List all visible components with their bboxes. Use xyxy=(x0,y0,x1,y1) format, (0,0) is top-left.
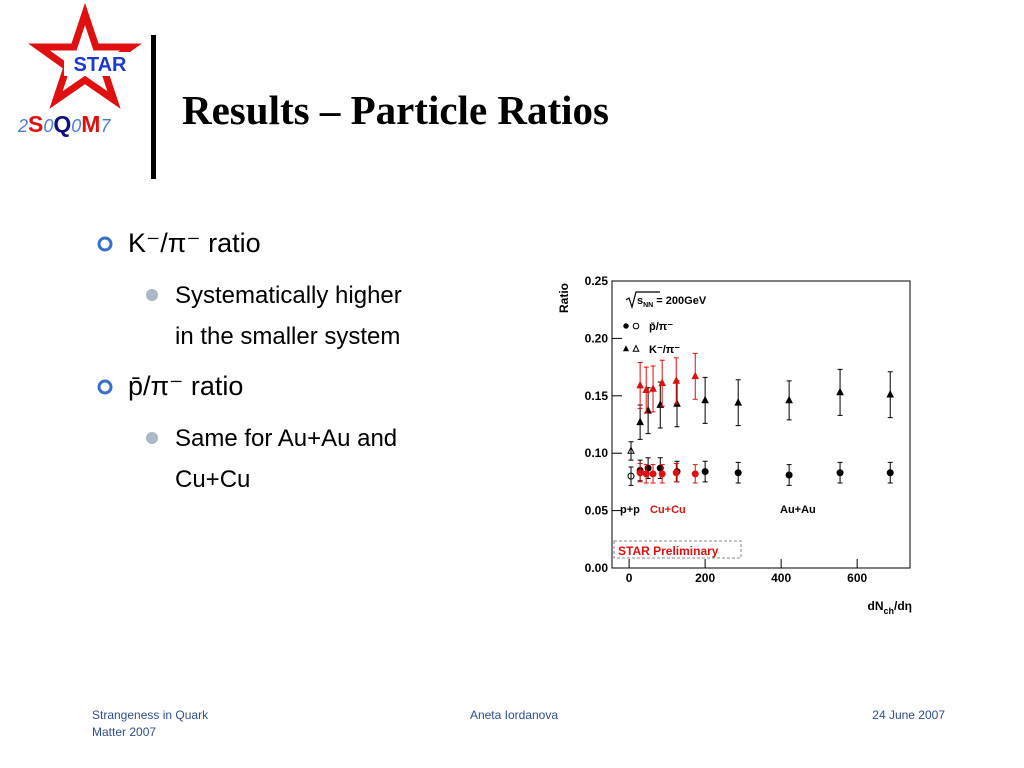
legend-symbol xyxy=(622,345,630,352)
bullet-marker xyxy=(97,236,113,252)
data-point xyxy=(691,470,699,478)
bullet-marker xyxy=(97,379,113,395)
energy-label: sNN = 200GeV xyxy=(637,295,707,309)
data-point xyxy=(658,378,666,387)
data-point xyxy=(701,395,709,404)
logo-badge: STAR xyxy=(74,54,128,76)
x-axis-label: dNch/dη xyxy=(867,599,912,616)
x-tick-label: 200 xyxy=(695,571,715,585)
system-label: Cu+Cu xyxy=(650,504,686,516)
y-tick-label: 0.20 xyxy=(585,331,609,345)
y-axis-label: Ratio xyxy=(557,283,571,313)
data-point xyxy=(734,397,743,406)
data-point xyxy=(672,469,680,477)
data-point xyxy=(836,387,844,396)
sub-bullet-marker xyxy=(146,289,158,301)
logo-letter: 0 xyxy=(71,116,81,136)
data-point xyxy=(658,470,666,478)
y-tick-label: 0.10 xyxy=(585,446,609,460)
slide-title: Results – Particle Ratios xyxy=(182,87,609,133)
logo-letter: Q xyxy=(53,111,71,137)
sub-bullet-text: in the smaller system xyxy=(175,323,400,350)
logo-star xyxy=(28,2,142,109)
x-label-main: dN xyxy=(867,599,883,613)
logo-letter: 7 xyxy=(100,116,111,136)
bullet-list: K⁻/π⁻ ratio Systematically higher in the s… xyxy=(97,228,402,493)
x-tick-label: 400 xyxy=(771,571,791,585)
data-point xyxy=(627,472,635,480)
data-point xyxy=(836,469,844,477)
sub-bullet-text: Cu+Cu xyxy=(175,466,250,493)
title-divider xyxy=(151,35,156,179)
footer-left: Matter 2007 xyxy=(92,725,156,739)
energy-root: s xyxy=(637,295,643,307)
data-point xyxy=(649,470,657,478)
logo-letter: M xyxy=(81,111,100,137)
legend-symbol xyxy=(632,322,640,330)
data-point xyxy=(691,371,700,380)
data-point xyxy=(642,385,651,393)
data-point xyxy=(886,389,895,398)
legend-symbol xyxy=(632,344,640,352)
data-point xyxy=(649,384,657,392)
logo-letter: S xyxy=(28,111,43,137)
data-point xyxy=(785,395,793,404)
data-point xyxy=(636,417,644,426)
x-tick-label: 600 xyxy=(847,571,867,585)
data-point xyxy=(627,446,635,454)
y-tick-label: 0.00 xyxy=(585,561,609,575)
logo-badge-bg xyxy=(64,52,136,76)
system-label: Au+Au xyxy=(780,504,816,516)
data-point xyxy=(636,380,644,389)
data-point xyxy=(636,469,644,477)
legend-label: K⁻/π⁻ xyxy=(649,344,680,356)
plot-frame xyxy=(611,280,911,569)
data-point xyxy=(701,468,709,476)
preliminary-label: STAR Preliminary xyxy=(618,544,719,558)
logo-letter: 2 xyxy=(17,116,28,136)
preliminary-box xyxy=(613,540,742,559)
error-bar xyxy=(628,466,634,486)
energy-sub: NN xyxy=(643,302,653,309)
error-bar xyxy=(628,441,634,461)
data-point xyxy=(886,469,894,477)
sub-bullet-text: Systematically higher xyxy=(175,282,402,309)
energy-rest: = 200GeV xyxy=(653,295,707,307)
legend-label: p̄/π⁻ xyxy=(649,321,673,333)
chart: 0.00 0.05 0.10 0.15 0.20 0.25 0 200 400 600 Ratio d… xyxy=(557,274,912,616)
y-tick-label: 0.25 xyxy=(585,274,609,288)
y-tick-label: 0.15 xyxy=(585,389,609,403)
x-tick-label: 0 xyxy=(626,571,633,585)
bullet-text: K⁻/π⁻ ratio xyxy=(128,228,261,258)
system-label: p+p xyxy=(620,504,640,516)
x-label-sub: ch xyxy=(883,606,894,616)
logo-letter: 0 xyxy=(43,116,53,136)
footer-center: Aneta Iordanova xyxy=(470,708,558,722)
data-point xyxy=(734,469,742,477)
legend-symbol xyxy=(623,323,629,329)
footer-left: Strangeness in Quark xyxy=(92,708,209,722)
x-label-rest: /dη xyxy=(894,599,912,613)
footer-right: 24 June 2007 xyxy=(872,708,945,722)
logo-letters: 2S0Q0M7 xyxy=(17,111,111,137)
bullet-text: p̄/π⁻ ratio xyxy=(128,371,243,401)
data-point xyxy=(672,376,681,384)
data-point xyxy=(673,399,681,407)
sub-bullet-marker xyxy=(146,432,158,444)
data-point xyxy=(785,471,793,479)
sqrt-sign xyxy=(625,291,660,310)
y-tick-label: 0.05 xyxy=(585,504,609,518)
data-point xyxy=(642,470,650,478)
sub-bullet-text: Same for Au+Au and xyxy=(175,425,397,452)
